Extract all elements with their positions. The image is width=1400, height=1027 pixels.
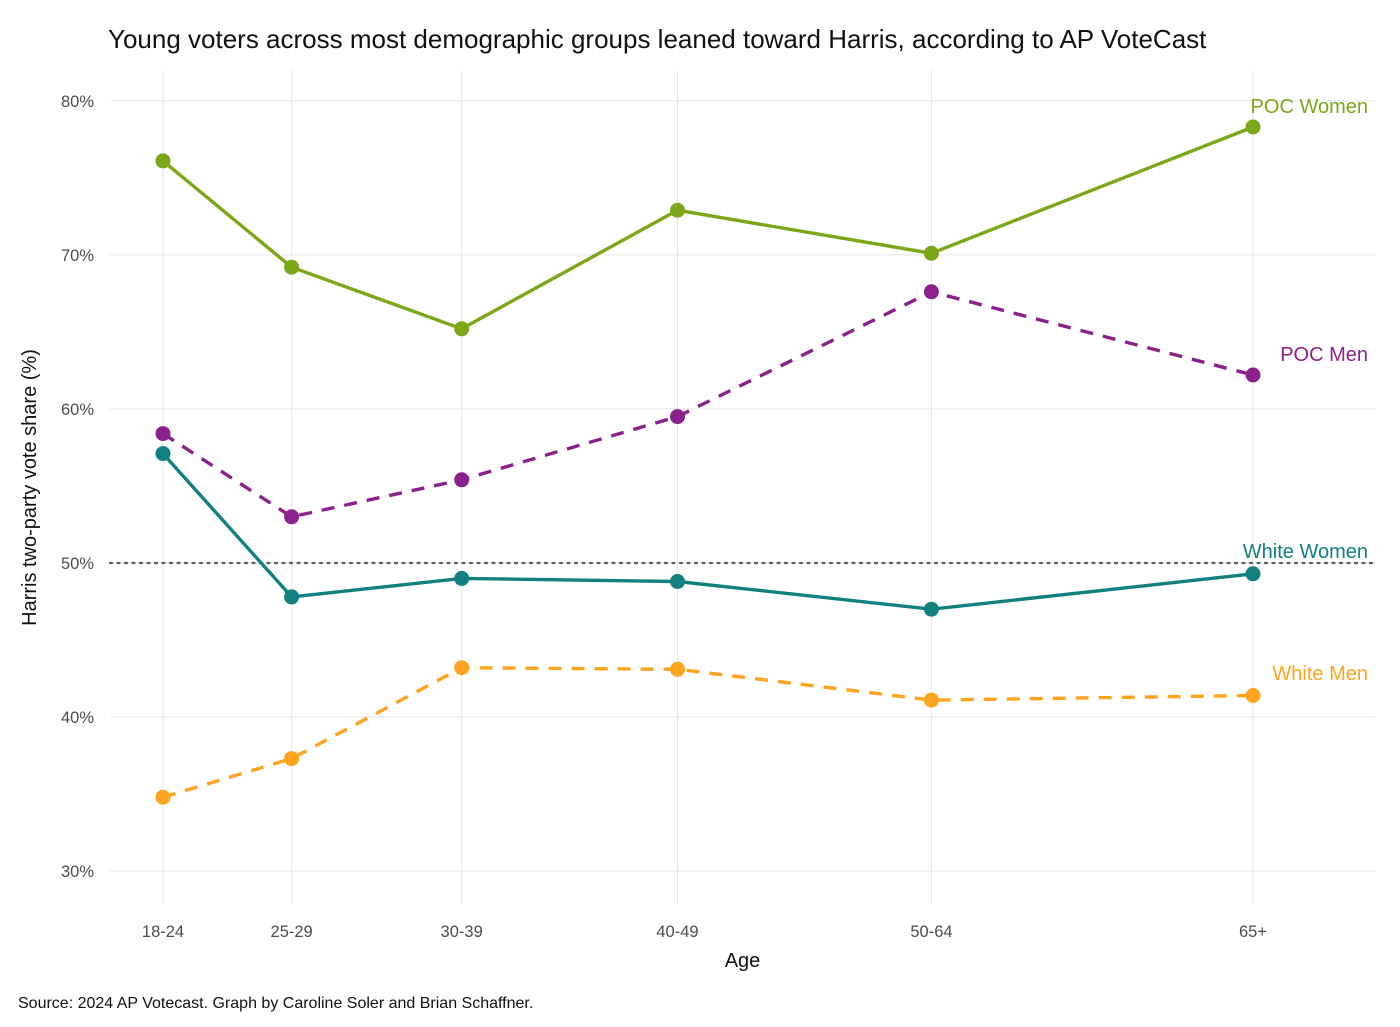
data-point-white-women [670, 574, 685, 589]
data-point-white-women [923, 601, 939, 617]
data-point-white-men [454, 660, 470, 676]
data-point-poc-women [284, 259, 300, 275]
data-point-white-men [1245, 688, 1261, 703]
source-note: Source: 2024 AP Votecast. Graph by Carol… [18, 995, 534, 1012]
data-point-poc-women [923, 245, 939, 261]
data-point-poc-men [454, 472, 470, 488]
series-line-white-men [162, 666, 1254, 799]
series-line-white-women [161, 452, 1254, 611]
x-tick-label: 30-39 [441, 923, 483, 941]
data-point-white-men [923, 692, 939, 708]
x-axis-title: Age [725, 950, 761, 972]
series-line-poc-men [162, 290, 1254, 519]
data-point-poc-women [670, 202, 685, 218]
y-tick-label: 40% [61, 709, 94, 727]
data-point-white-women [1245, 566, 1261, 582]
x-tick-label: 40-49 [656, 923, 698, 941]
chart-title: Young voters across most demographic gro… [108, 24, 1207, 54]
data-point-poc-men [923, 284, 939, 300]
data-point-poc-men [1245, 367, 1261, 383]
data-point-white-women [155, 446, 171, 462]
y-tick-label: 60% [61, 401, 94, 419]
data-point-white-women [284, 589, 300, 605]
data-point-poc-men [284, 509, 300, 525]
x-tick-label: 18-24 [142, 923, 184, 941]
y-tick-label: 80% [61, 93, 94, 111]
series-label-white-women: White Women [1243, 541, 1368, 563]
x-tick-label: 65+ [1239, 923, 1267, 941]
y-tick-label: 30% [61, 863, 94, 881]
data-point-white-women [454, 570, 470, 586]
x-tick-label: 50-64 [910, 923, 952, 941]
y-tick-label: 70% [61, 247, 94, 265]
data-point-poc-women [454, 321, 470, 337]
x-tick-label: 25-29 [271, 923, 313, 941]
data-point-white-men [670, 661, 685, 677]
data-point-poc-women [1245, 119, 1261, 135]
data-point-white-men [284, 751, 300, 767]
data-point-white-men [155, 789, 171, 805]
data-point-poc-men [670, 409, 685, 425]
y-tick-label: 50% [61, 555, 94, 573]
series-label-poc-men: POC Men [1280, 344, 1368, 366]
data-point-poc-men [155, 426, 171, 442]
data-point-poc-women [155, 153, 171, 169]
series-label-poc-women: POC Women [1251, 96, 1368, 118]
y-axis-title: Harris two-party vote share (%) [19, 349, 41, 626]
series-line-poc-women [161, 125, 1254, 331]
series-label-white-men: White Men [1272, 663, 1368, 685]
